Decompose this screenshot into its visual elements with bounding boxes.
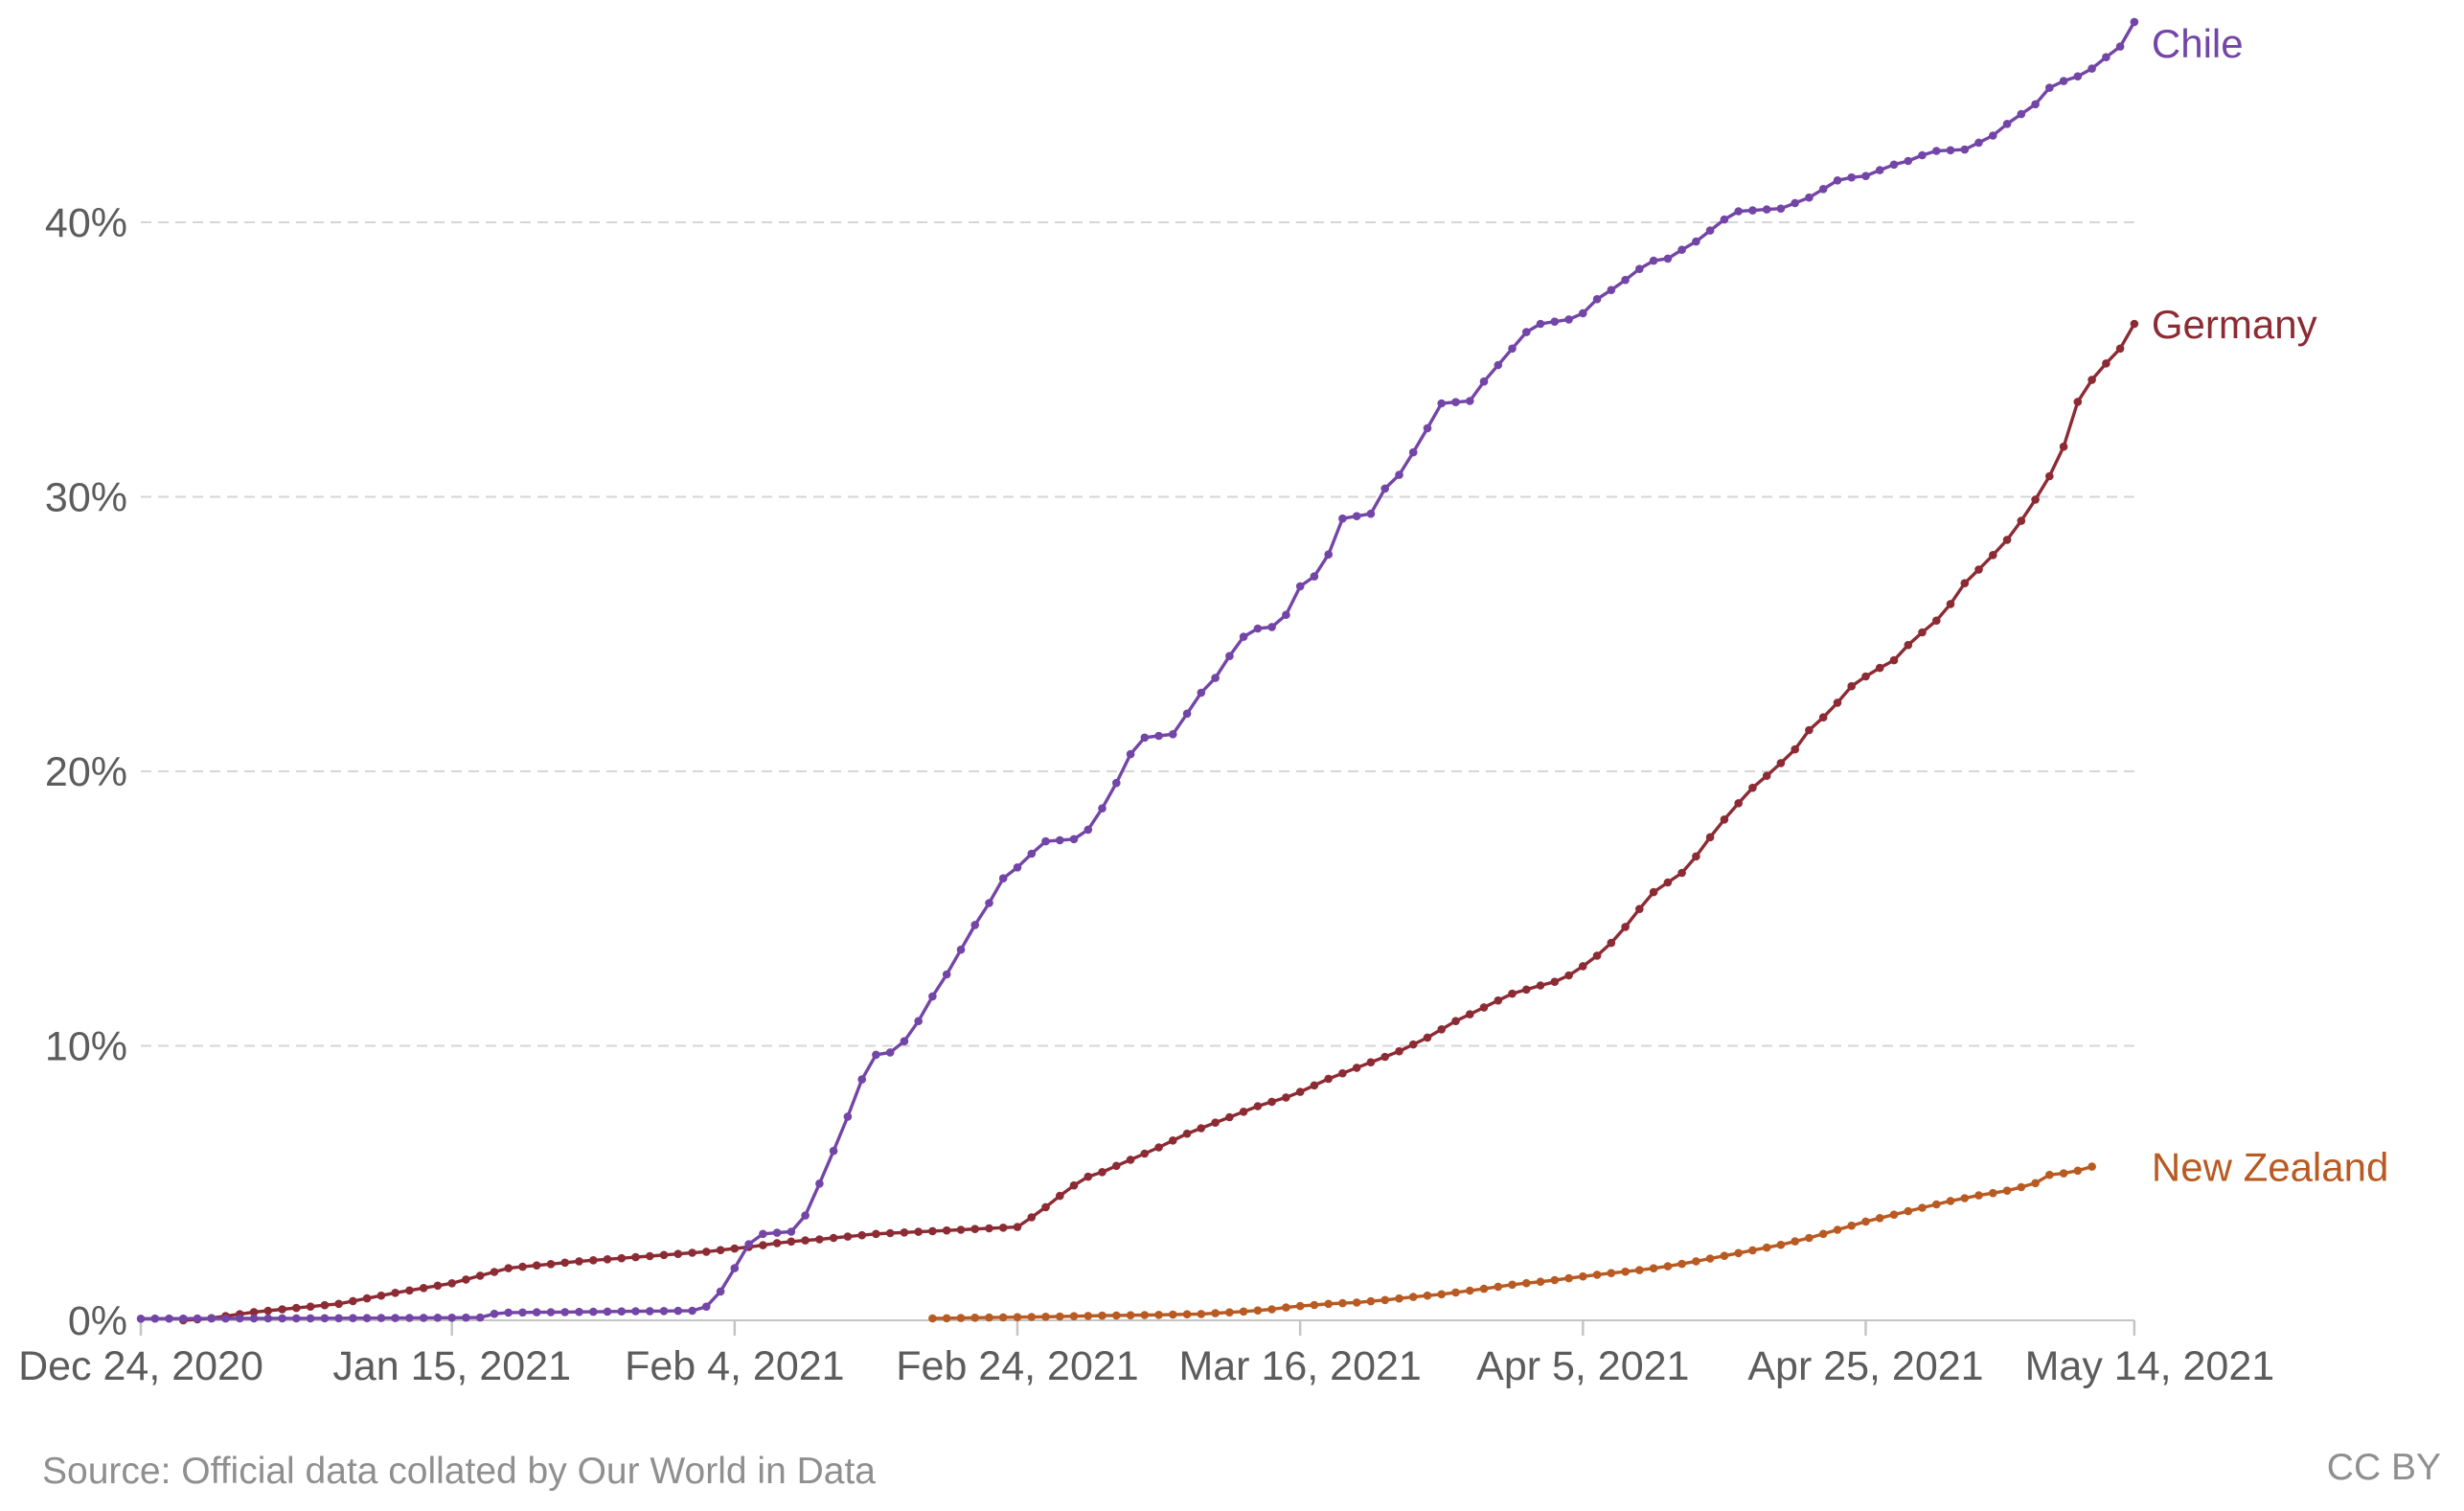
series-new-zealand <box>928 1162 2096 1323</box>
series-label-chile: Chile <box>2152 21 2244 66</box>
x-tick-label: Feb 4, 2021 <box>625 1343 845 1389</box>
series-chile <box>136 17 2139 1323</box>
x-tick-label: Jan 15, 2021 <box>332 1343 571 1389</box>
series-label-new-zealand: New Zealand <box>2152 1145 2388 1190</box>
y-tick-label: 40% <box>45 200 127 246</box>
x-tick-label: Feb 24, 2021 <box>896 1343 1138 1389</box>
series-label-germany: Germany <box>2152 302 2317 347</box>
y-tick-label: 20% <box>45 749 127 795</box>
x-tick-label: May 14, 2021 <box>2025 1343 2275 1389</box>
source-note: Source: Official data collated by Our Wo… <box>42 1451 876 1492</box>
series-germany <box>179 319 2139 1325</box>
x-axis <box>139 1320 2136 1336</box>
series-end-labels: Chile Germany New Zealand <box>2152 21 2388 1190</box>
x-axis-labels: Dec 24, 2020 Jan 15, 2021 Feb 4, 2021 Fe… <box>18 1343 2274 1389</box>
gridlines <box>141 221 2134 1321</box>
y-tick-label: 30% <box>45 475 127 521</box>
x-tick-label: Dec 24, 2020 <box>18 1343 263 1389</box>
y-tick-label: 10% <box>45 1024 127 1070</box>
y-axis-labels: 0% 10% 20% 30% 40% <box>45 200 127 1344</box>
x-tick-label: Apr 5, 2021 <box>1476 1343 1689 1389</box>
x-tick-label: Apr 25, 2021 <box>1747 1343 1983 1389</box>
y-tick-label: 0% <box>68 1298 127 1344</box>
x-tick-label: Mar 16, 2021 <box>1178 1343 1421 1389</box>
license-link[interactable]: CC BY <box>2327 1447 2441 1488</box>
